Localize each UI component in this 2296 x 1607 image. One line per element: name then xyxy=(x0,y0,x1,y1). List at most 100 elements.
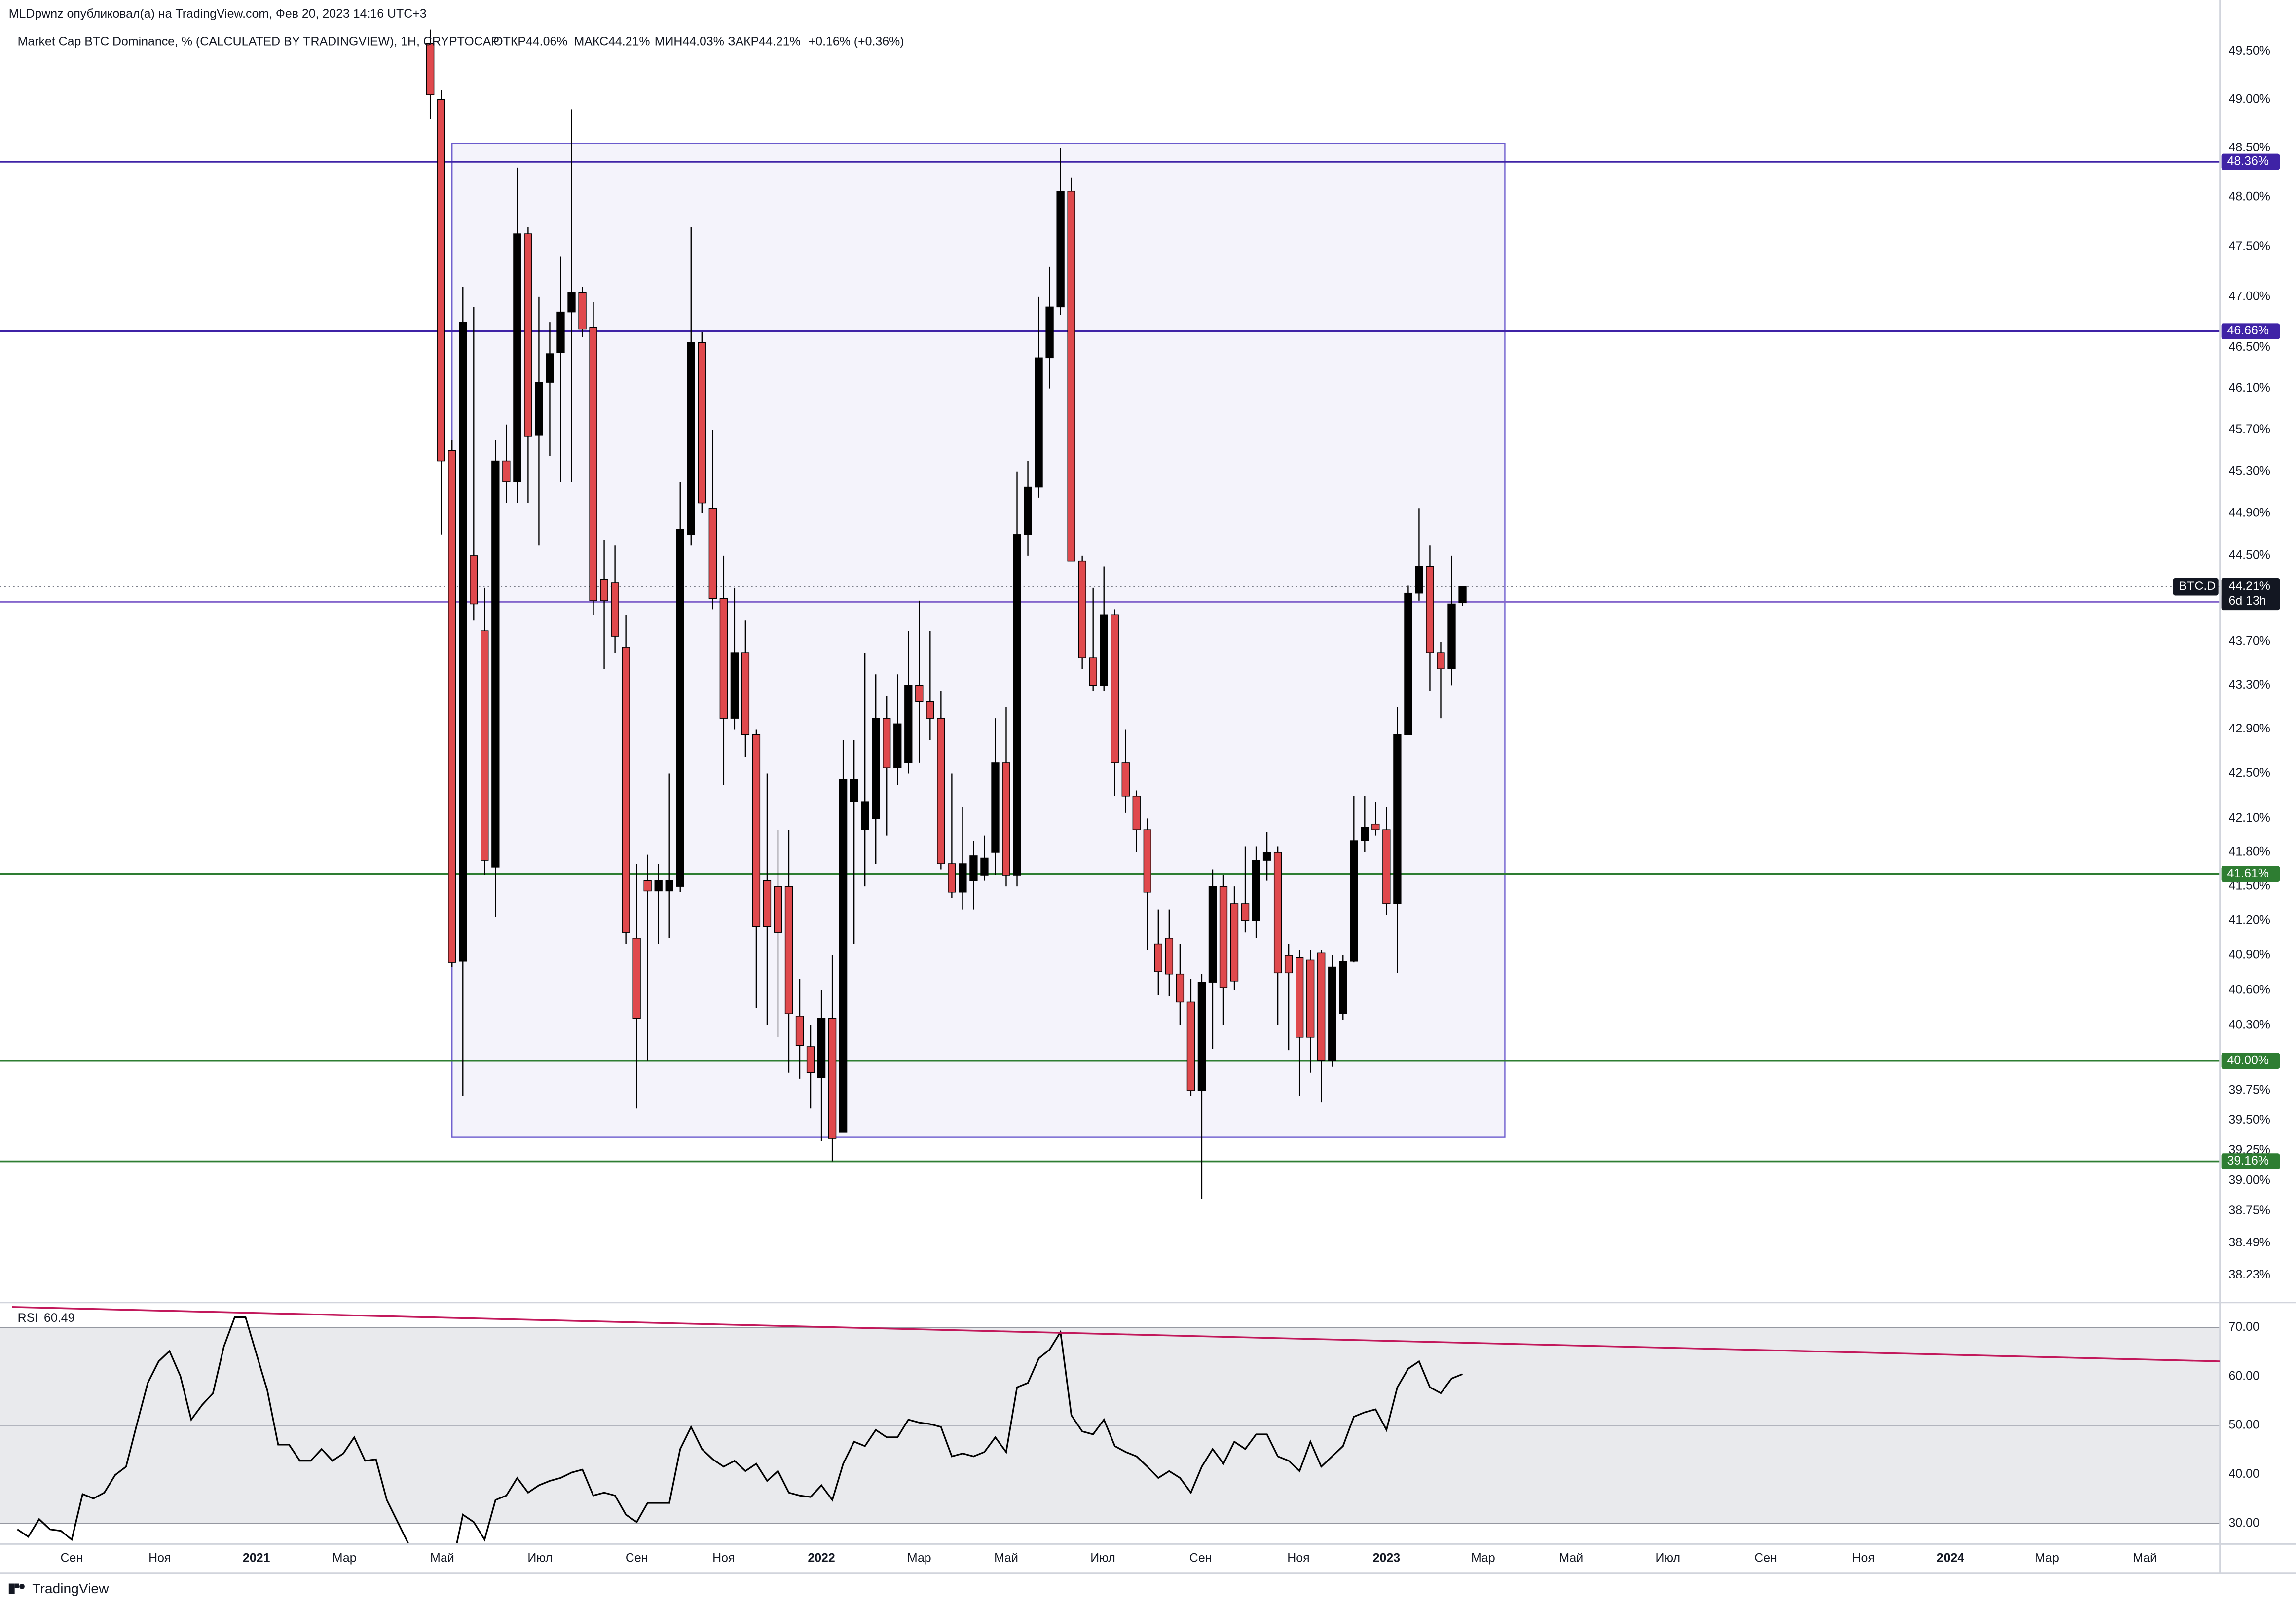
candle-body xyxy=(1013,534,1021,876)
candle-body xyxy=(806,1046,815,1073)
y-tick-label: 44.90% xyxy=(2228,506,2270,519)
candle-body xyxy=(1067,190,1075,562)
candle-body xyxy=(1002,762,1010,876)
x-tick-label: Май xyxy=(430,1551,454,1565)
candle-body xyxy=(1176,973,1185,1003)
x-tick-label: 2023 xyxy=(1373,1551,1400,1565)
candle-body xyxy=(1295,957,1304,1038)
candle-body xyxy=(1154,943,1163,972)
candle-body xyxy=(643,880,652,892)
footer-logo xyxy=(8,1583,25,1594)
candle-body xyxy=(1208,886,1217,983)
ohlc-value: МИН44.03% xyxy=(655,35,724,49)
candle-body xyxy=(926,701,934,719)
candle-body xyxy=(600,579,608,601)
candle-body xyxy=(904,685,913,763)
y-tick-label: 42.10% xyxy=(2228,811,2270,825)
author-line: MLDpwnz опубликовал(а) на TradingView.co… xyxy=(9,7,427,21)
level-label: 48.36% xyxy=(2227,154,2268,168)
candle-body xyxy=(828,1018,837,1139)
y-tick-label: 38.23% xyxy=(2228,1268,2270,1281)
candle-body xyxy=(883,718,891,768)
candle-body xyxy=(654,880,663,892)
candle-body xyxy=(502,460,511,482)
candle-body xyxy=(567,292,576,313)
candle-body xyxy=(893,723,902,768)
candle-body xyxy=(959,863,967,893)
level-label-bg xyxy=(2221,866,2280,882)
candle-body xyxy=(1089,657,1097,686)
x-tick-label: Мар xyxy=(2035,1551,2059,1565)
candle-body xyxy=(850,779,858,802)
candle-body xyxy=(698,342,706,504)
y-tick-label: 40.90% xyxy=(2228,948,2270,962)
x-tick-label: Мар xyxy=(907,1551,931,1565)
level-label-bg xyxy=(2221,1153,2280,1169)
candle-body xyxy=(763,880,772,927)
y-tick-label: 43.30% xyxy=(2228,678,2270,692)
candle-body xyxy=(991,762,1000,853)
candle-body xyxy=(513,233,521,482)
y-tick-label: 46.10% xyxy=(2228,381,2270,395)
level-label: 39.16% xyxy=(2227,1154,2268,1168)
candle-body xyxy=(795,1016,804,1046)
indicator-title: RSI xyxy=(18,1311,38,1325)
x-tick-label: Мар xyxy=(1471,1551,1495,1565)
y-tick-label: 49.00% xyxy=(2228,92,2270,106)
x-tick-label: Сен xyxy=(1189,1551,1212,1565)
x-tick-label: Июл xyxy=(1656,1551,1681,1565)
candle-body xyxy=(632,938,641,1019)
x-tick-label: Май xyxy=(994,1551,1018,1565)
candle-body xyxy=(1143,829,1151,893)
candle-body xyxy=(1111,614,1119,763)
candle-body xyxy=(1045,306,1054,359)
candle-body xyxy=(1404,592,1412,735)
indicator-value: 60.49 xyxy=(44,1311,74,1325)
candle-body xyxy=(1056,190,1065,308)
y-tick-label: 42.90% xyxy=(2228,722,2270,735)
candle-body xyxy=(459,322,467,962)
candle-body xyxy=(784,886,793,1014)
y-tick-label: 30.00 xyxy=(2228,1516,2259,1530)
candle-body xyxy=(481,630,489,861)
candle-body xyxy=(1100,614,1108,686)
ohlc-value: ОТКР44.06% xyxy=(493,35,567,49)
y-tick-label: 45.70% xyxy=(2228,422,2270,436)
x-tick-label: Сен xyxy=(61,1551,83,1565)
level-label: 46.66% xyxy=(2227,324,2268,337)
candle-body xyxy=(1415,566,1423,594)
level-label: 41.61% xyxy=(2227,866,2268,880)
candle-body xyxy=(676,529,684,887)
candle-body xyxy=(1426,566,1434,653)
y-tick-label: 60.00 xyxy=(2228,1369,2259,1383)
candle-body xyxy=(872,718,880,819)
candle-body xyxy=(437,99,445,462)
candle-body xyxy=(752,734,761,927)
y-tick-label: 40.00 xyxy=(2228,1467,2259,1481)
candle-body xyxy=(426,43,435,95)
candle-body xyxy=(556,311,565,353)
candle-body xyxy=(1241,903,1250,921)
y-tick-label: 49.50% xyxy=(2228,44,2270,58)
candle-body xyxy=(730,652,739,719)
ohlc-value: +0.16% (+0.36%) xyxy=(809,35,904,49)
y-tick-label: 48.00% xyxy=(2228,189,2270,203)
candle-body xyxy=(1393,734,1402,904)
y-tick-label: 47.50% xyxy=(2228,239,2270,253)
y-tick-label: 38.75% xyxy=(2228,1204,2270,1217)
y-tick-label: 40.30% xyxy=(2228,1018,2270,1032)
trend-line xyxy=(12,1306,2220,1362)
candle-body xyxy=(687,342,695,535)
countdown: 6d 13h xyxy=(2228,594,2266,608)
candle-body xyxy=(1197,982,1206,1091)
axes: 49.50% 49.00% 48.50% 48.00% 47.50% 47.00% 46.5… xyxy=(18,35,2280,1565)
last-price-label: 44.21% xyxy=(2228,579,2270,593)
candle-body xyxy=(611,582,619,637)
symbol-tag-bg xyxy=(2173,578,2219,596)
y-tick-label: 43.70% xyxy=(2228,634,2270,648)
candle-body xyxy=(665,880,673,892)
y-tick-label: 39.75% xyxy=(2228,1083,2270,1097)
level-label-bg xyxy=(2221,153,2280,170)
